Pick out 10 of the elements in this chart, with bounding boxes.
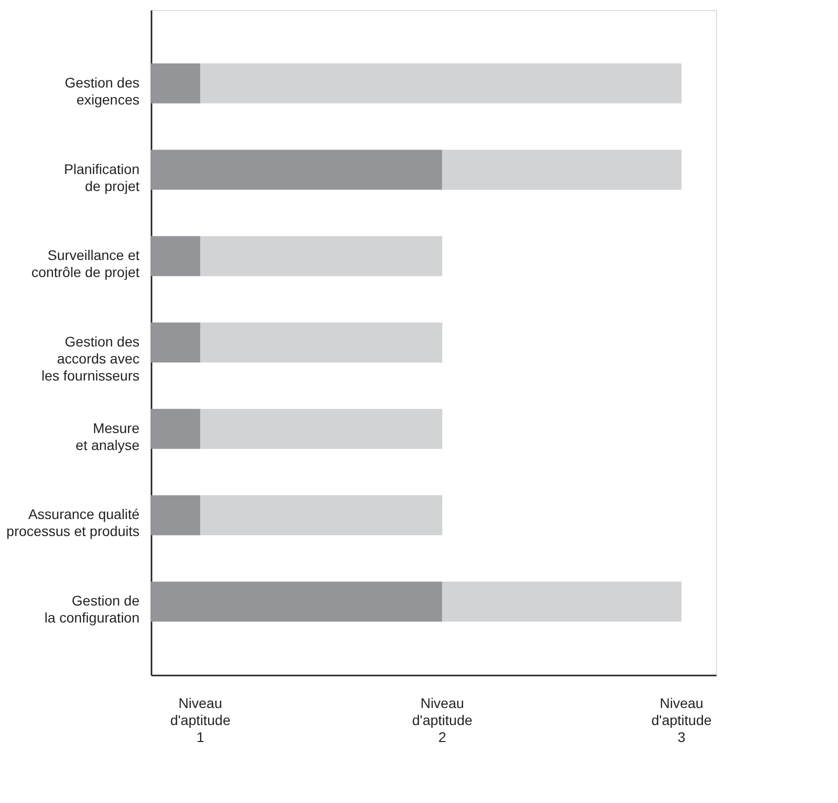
text: Niveau d'aptitude 2 — [412, 695, 473, 745]
y-tick-label: Mesure et analyse — [76, 420, 140, 453]
text: Niveau d'aptitude 1 — [170, 695, 231, 745]
y-tick-label: Planification de projet — [64, 160, 140, 194]
y-tick-label: Gestion des accords avec les fournisseurs — [41, 334, 140, 384]
y-tick-label: Gestion de la configuration — [44, 592, 140, 626]
y-tick-label: Surveillance et contrôle de projet — [31, 247, 140, 280]
y-tick-label: Assurance qualité processus et produits — [6, 506, 140, 540]
y-tick-label: Gestion des exigences — [64, 74, 140, 108]
text: Niveau d'aptitude 3 — [651, 695, 712, 745]
